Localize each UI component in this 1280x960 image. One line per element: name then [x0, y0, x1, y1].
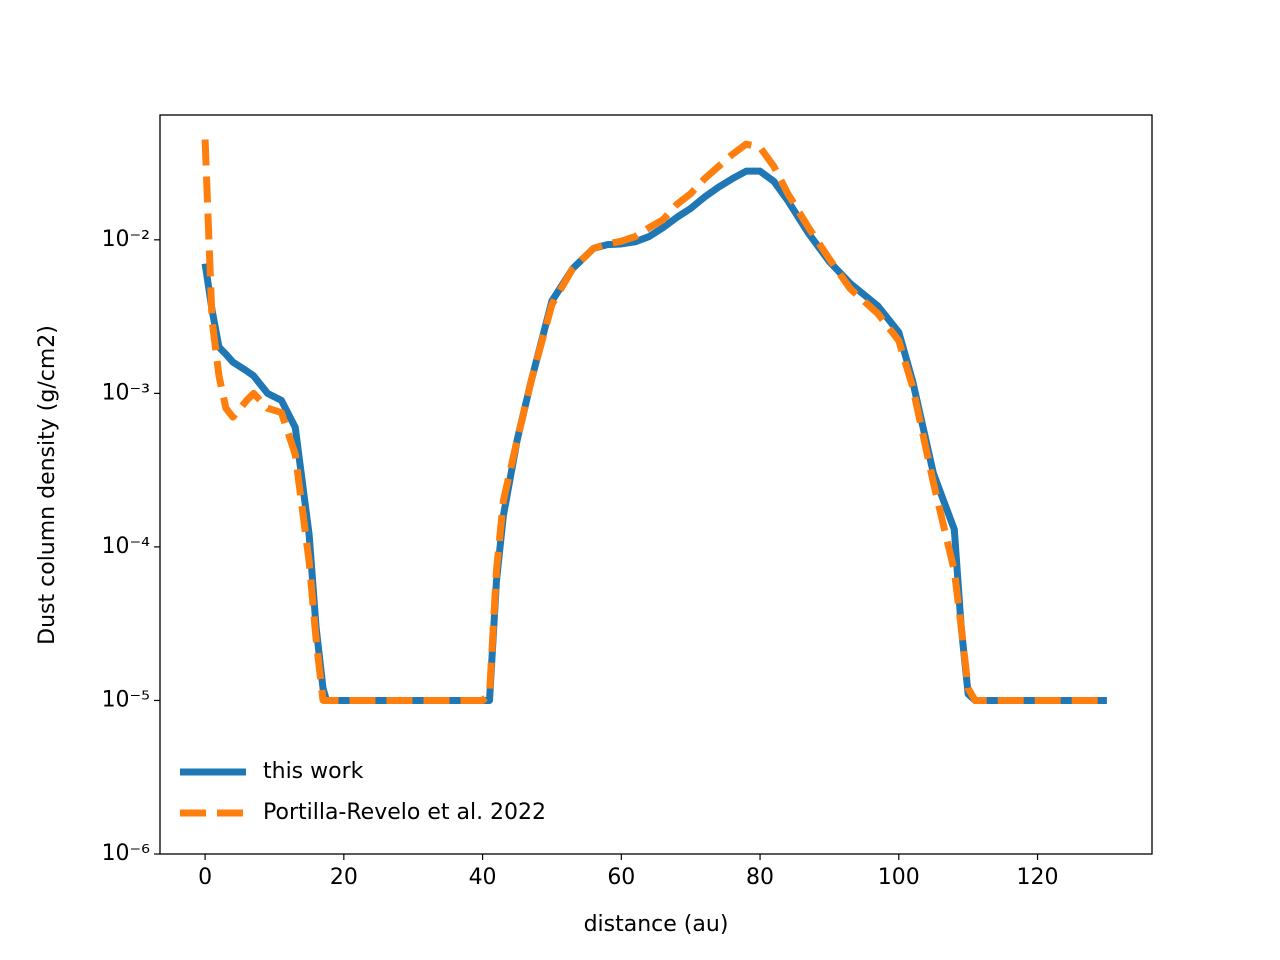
legend-label: this work: [263, 759, 364, 784]
x-tick-label: 60: [607, 865, 635, 890]
x-tick-label: 80: [746, 865, 774, 890]
x-tick-label: 40: [469, 865, 497, 890]
y-axis-label: Dust column density (g/cm2): [35, 325, 60, 645]
plot-frame: [159, 114, 1153, 855]
legend-label: Portilla-Revelo et al. 2022: [263, 800, 546, 825]
x-tick-label: 100: [878, 865, 920, 890]
y-tick-label: 10⁻⁶: [102, 841, 151, 866]
y-tick-label: 10⁻²: [102, 227, 150, 252]
x-tick-label: 20: [330, 865, 358, 890]
data-line: [201, 139, 1107, 704]
y-tick-label: 10⁻⁵: [102, 687, 150, 712]
x-axis-label: distance (au): [584, 912, 729, 937]
data-line: [201, 167, 1107, 704]
y-tick-label: 10⁻⁴: [102, 534, 151, 559]
y-tick-label: 10⁻³: [102, 380, 150, 405]
x-tick-label: 120: [1017, 865, 1059, 890]
x-tick-label: 0: [198, 865, 212, 890]
